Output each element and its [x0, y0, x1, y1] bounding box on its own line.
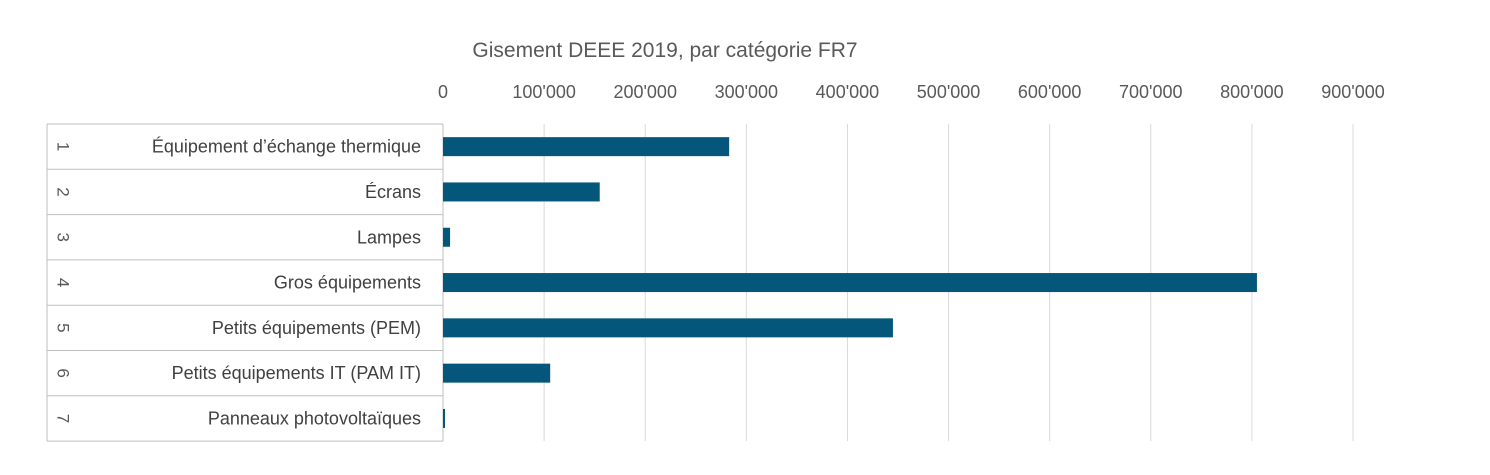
category-index: 6	[54, 368, 73, 377]
x-tick-label: 800'000	[1220, 82, 1284, 102]
category-index: 1	[54, 142, 73, 151]
x-tick-label: 100'000	[512, 82, 576, 102]
x-tick-label: 200'000	[613, 82, 677, 102]
category-index: 3	[54, 233, 73, 242]
category-index: 4	[54, 278, 73, 287]
category-label: Lampes	[357, 227, 421, 247]
category-index: 5	[54, 323, 73, 332]
x-tick-label: 500'000	[917, 82, 981, 102]
bar	[443, 363, 551, 383]
category-index: 7	[54, 414, 73, 423]
category-label: Gros équipements	[274, 273, 421, 293]
chart-title: Gisement DEEE 2019, par catégorie FR7	[472, 39, 857, 62]
category-label: Équipement d’échange thermique	[152, 137, 421, 157]
category-table: 1 Équipement d’échange thermique 2 Écrans 3 L…	[46, 123, 444, 442]
x-tick-label: 900'000	[1321, 82, 1385, 102]
category-label: Petits équipements IT (PAM IT)	[172, 363, 421, 383]
bar	[443, 227, 451, 247]
category-label: Écrans	[365, 182, 421, 202]
bars	[443, 137, 1257, 428]
x-tick-label: 400'000	[816, 82, 880, 102]
x-tick-label: 600'000	[1018, 82, 1082, 102]
category-index: 2	[54, 187, 73, 196]
bar	[443, 182, 600, 202]
bar	[443, 273, 1257, 293]
category-label: Petits équipements (PEM)	[212, 318, 421, 338]
bar	[443, 318, 893, 338]
x-tick-label: 300'000	[715, 82, 779, 102]
bar	[443, 408, 446, 428]
x-tick-label: 700'000	[1119, 82, 1183, 102]
category-label: Panneaux photovoltaïques	[208, 408, 421, 428]
x-tick-label: 0	[438, 82, 448, 102]
x-tick-labels: 0 100'000 200'000 300'000 400'000 500'000 600'…	[438, 82, 1385, 102]
bar	[443, 137, 730, 157]
